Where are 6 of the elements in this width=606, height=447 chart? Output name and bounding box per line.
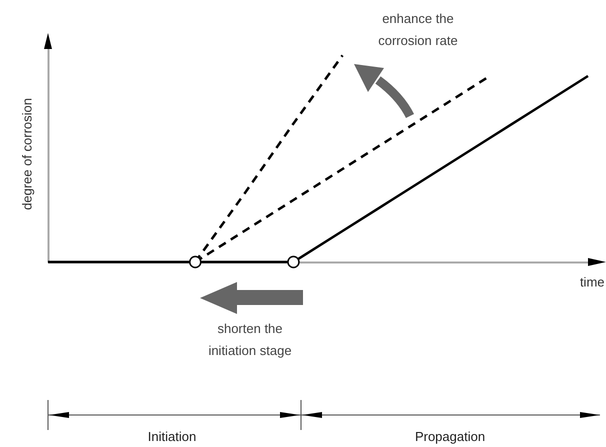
- x-axis-title: time: [580, 274, 604, 290]
- text: enhance the corrosion rate: [377, 10, 459, 50]
- text: Propagation: [414, 428, 486, 446]
- text: Initiation: [146, 428, 198, 446]
- text: shorten the initiation stage: [207, 320, 293, 360]
- y-axis-title: degree of corrosion: [20, 98, 34, 210]
